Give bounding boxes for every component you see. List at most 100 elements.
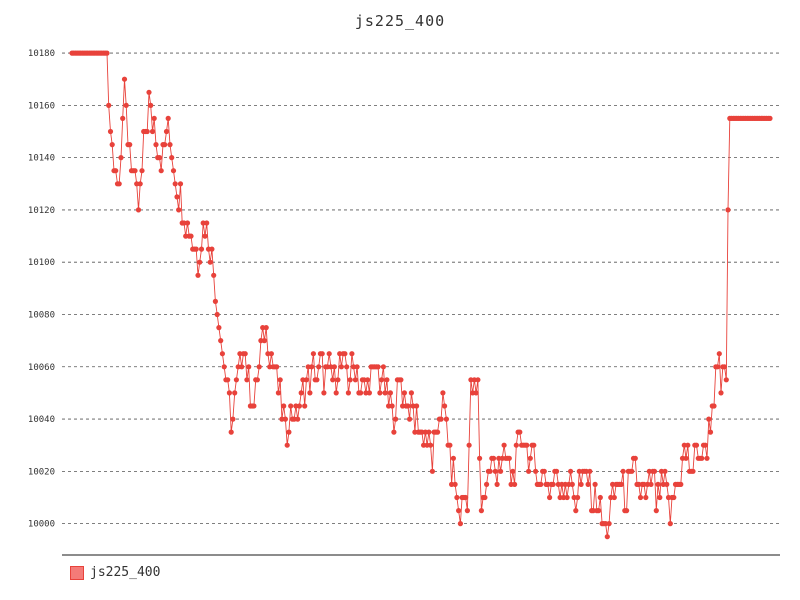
data-point[interactable] [716,351,722,357]
data-point[interactable] [391,429,397,435]
data-point[interactable] [309,364,315,370]
data-point[interactable] [393,416,399,422]
data-point[interactable] [466,442,472,448]
data-point[interactable] [767,115,773,121]
data-point[interactable] [475,377,481,383]
data-point[interactable] [428,442,434,448]
data-point[interactable] [344,364,350,370]
data-point[interactable] [408,390,414,396]
data-point[interactable] [725,207,731,213]
data-point[interactable] [379,377,385,383]
data-point[interactable] [517,429,523,435]
data-point[interactable] [244,377,250,383]
data-point[interactable] [274,364,280,370]
data-point[interactable] [184,220,191,226]
data-point[interactable] [618,481,624,487]
data-point[interactable] [310,351,316,357]
data-point[interactable] [216,325,222,331]
data-point[interactable] [443,416,449,422]
data-point[interactable] [156,155,163,161]
data-point[interactable] [230,416,236,422]
data-point[interactable] [295,416,301,422]
data-point[interactable] [414,403,420,409]
data-point[interactable] [296,403,302,409]
data-point[interactable] [365,377,371,383]
data-point[interactable] [513,442,519,448]
data-point[interactable] [620,468,626,474]
data-point[interactable] [198,246,205,252]
data-point[interactable] [380,364,386,370]
data-point[interactable] [604,534,610,540]
data-point[interactable] [657,494,663,501]
data-point[interactable] [209,246,215,252]
data-point[interactable] [298,390,304,396]
data-point[interactable] [162,142,168,148]
data-point[interactable] [533,468,539,474]
data-point[interactable] [211,272,217,278]
data-point[interactable] [153,142,159,148]
data-point[interactable] [597,494,603,501]
data-point[interactable] [316,364,322,370]
data-point[interactable] [401,390,407,396]
data-point[interactable] [632,455,638,461]
data-point[interactable] [307,390,313,396]
data-point[interactable] [671,494,677,501]
data-point[interactable] [146,89,152,95]
data-point[interactable] [405,403,411,409]
data-point[interactable] [233,377,239,383]
data-point[interactable] [655,481,661,487]
data-point[interactable] [585,481,591,487]
data-point[interactable] [163,128,170,135]
data-point[interactable] [228,429,234,435]
data-point[interactable] [456,508,462,514]
data-point[interactable] [442,403,448,409]
data-point[interactable] [662,468,668,474]
data-point[interactable] [132,168,138,174]
data-point[interactable] [702,442,708,448]
data-point[interactable] [139,168,145,174]
data-point[interactable] [506,455,512,461]
data-point[interactable] [463,494,469,501]
data-point[interactable] [282,416,288,422]
data-point[interactable] [219,351,225,357]
data-point[interactable] [524,442,530,448]
data-point[interactable] [167,142,173,148]
data-point[interactable] [135,207,142,213]
data-point[interactable] [303,377,309,383]
data-point[interactable] [564,494,570,501]
data-point[interactable] [699,455,705,461]
data-point[interactable] [277,377,283,383]
data-point[interactable] [498,468,504,474]
data-point[interactable] [242,351,248,357]
data-point[interactable] [107,128,114,135]
data-point[interactable] [123,102,129,108]
data-point[interactable] [450,455,456,461]
data-point[interactable] [109,142,115,148]
data-point[interactable] [464,508,470,514]
data-point[interactable] [387,390,393,396]
data-point[interactable] [144,128,150,135]
data-point[interactable] [193,246,199,252]
data-point[interactable] [358,390,364,396]
data-point[interactable] [573,508,579,514]
data-point[interactable] [429,468,435,474]
data-point[interactable] [527,455,533,461]
data-point[interactable] [435,429,441,435]
data-point[interactable] [261,338,267,344]
data-point[interactable] [473,390,479,396]
data-point[interactable] [492,468,498,474]
data-point[interactable] [568,468,574,474]
data-point[interactable] [113,168,119,174]
data-point[interactable] [550,481,556,487]
data-point[interactable] [221,364,227,370]
data-point[interactable] [510,468,516,474]
data-point[interactable] [569,481,575,487]
data-point[interactable] [207,259,213,265]
data-point[interactable] [491,455,497,461]
data-point[interactable] [648,481,654,487]
data-point[interactable] [714,364,721,370]
data-point[interactable] [174,194,180,200]
data-point[interactable] [377,390,383,396]
data-point[interactable] [651,468,658,474]
data-point[interactable] [202,233,208,239]
